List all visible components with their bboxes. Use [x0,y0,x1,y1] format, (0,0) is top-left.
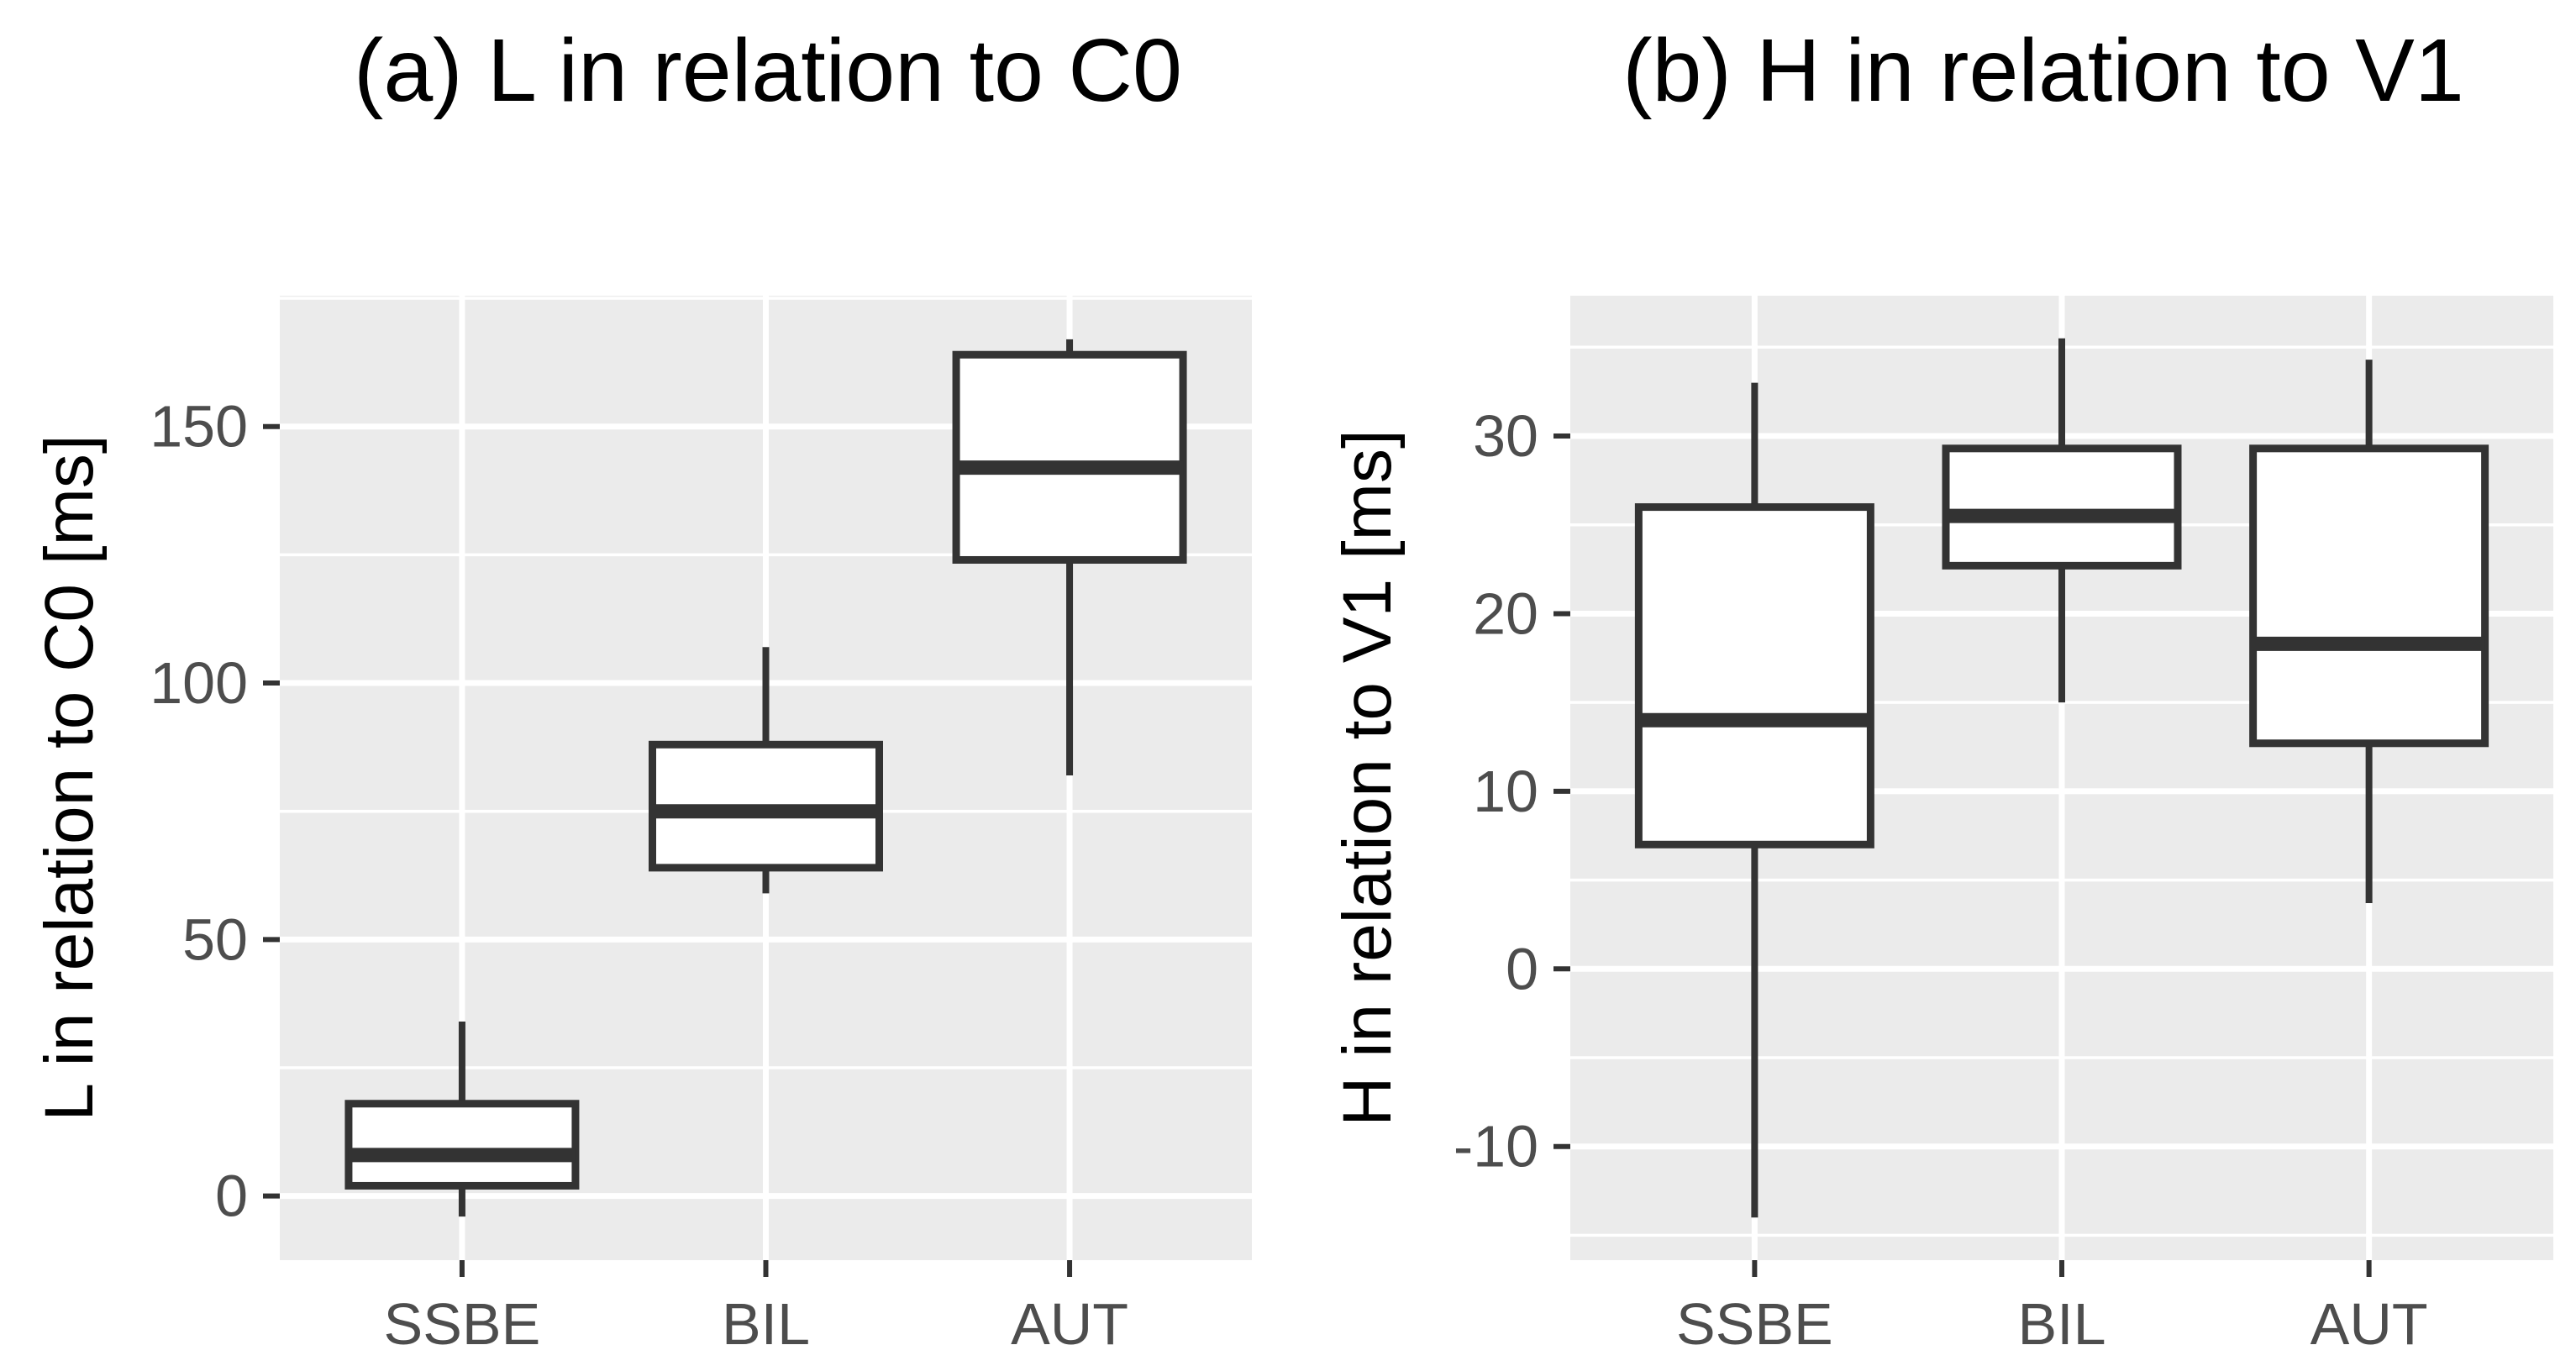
panel-b-y-tick-label: 0 [1506,936,1538,1001]
panel-b-x-tick-label: AUT [2311,1291,2428,1357]
panel-a-box-ssbe [344,1022,580,1217]
panel-a-x-tick-label: SSBE [384,1291,541,1357]
panel-b-box-aut [2249,360,2489,904]
panel-a-title: (a) L in relation to C0 [354,21,1182,120]
panel-a-x-tick-label: BIL [722,1291,810,1357]
panel-b-y-tick-label: 30 [1473,403,1538,469]
panel-a-iqr-box [952,350,1187,564]
panel-a-y-axis-title: L in relation to C0 [ms] [31,434,108,1121]
panel-a-boxes [344,339,1187,1217]
panel-b-title: (b) H in relation to V1 [1622,21,2464,120]
panel-b-iqr-box [1942,444,2182,570]
panel-a-y-tick-label: 100 [150,650,248,716]
panel-b-iqr-box [2249,444,2489,748]
panel-b: (b) H in relation to V1 -10 0 10 20 30 SSBE B… [1329,21,2553,1357]
panel-b-box-bil [1942,338,2182,703]
panel-a-iqr-box [344,1100,580,1190]
panel-b-x-axis: SSBE BIL AUT [1676,1260,2428,1357]
panel-a-x-tick-label: AUT [1011,1291,1128,1357]
panel-b-y-axis-title: H in relation to V1 [ms] [1329,429,1406,1126]
panel-b-boxes [1634,338,2489,1218]
panel-b-y-axis: -10 0 10 20 30 [1454,403,1570,1179]
panel-b-y-tick-label: 10 [1473,759,1538,824]
panel-a-box-bil [649,647,883,894]
panel-a-y-axis: 0 50 100 150 [150,394,280,1229]
panel-b-x-tick-label: BIL [2017,1291,2105,1357]
panel-b-y-tick-label: 20 [1473,581,1538,646]
panel-a: (a) L in relation to C0 0 50 100 150 SSBE BI… [31,21,1252,1357]
panel-a-y-tick-label: 150 [150,394,248,460]
panel-a-y-tick-label: 50 [182,906,248,972]
panel-a-x-axis: SSBE BIL AUT [384,1260,1128,1357]
panel-b-y-tick-label: -10 [1454,1114,1538,1179]
panel-b-x-tick-label: SSBE [1676,1291,1833,1357]
panel-b-iqr-box [1634,503,1874,848]
panel-b-box-ssbe [1634,382,1874,1218]
panel-a-y-tick-label: 0 [215,1164,248,1229]
panel-a-box-aut [952,339,1187,775]
